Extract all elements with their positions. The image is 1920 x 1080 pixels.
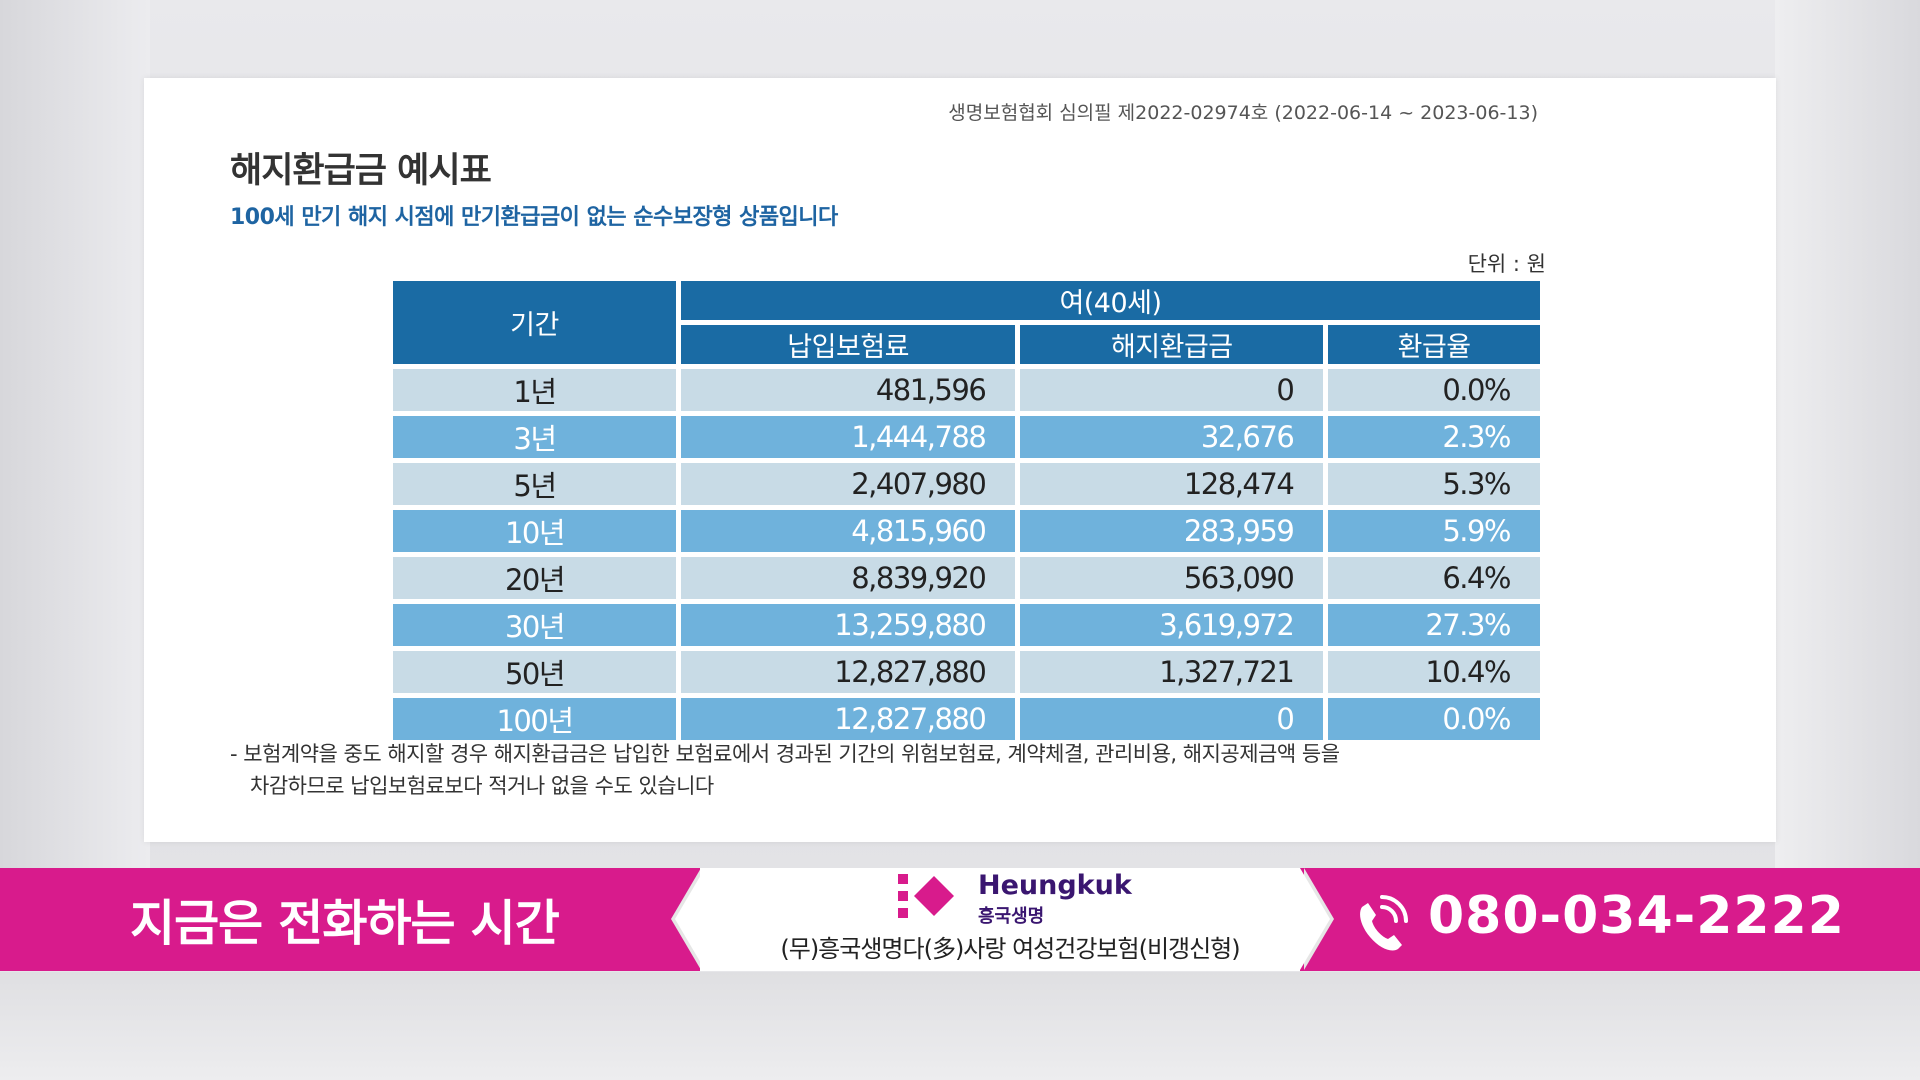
table-row: 1년 481,596 0 0.0% (393, 369, 1540, 411)
brand-name-ko: 흥국생명 (978, 906, 1045, 927)
note-line-2: 차감하므로 납입보험료보다 적거나 없을 수도 있습니다 (250, 774, 714, 798)
table-row: 20년 8,839,920 563,090 6.4% (393, 557, 1540, 599)
premium-cell: 12,827,880 (681, 651, 1016, 693)
refund-cell: 563,090 (1020, 557, 1324, 599)
refund-cell: 3,619,972 (1020, 604, 1324, 646)
refund-cell: 32,676 (1020, 416, 1324, 458)
period-cell: 1년 (393, 369, 676, 411)
brand-box (700, 868, 1300, 971)
refund-cell: 0 (1020, 369, 1324, 411)
banner-chevron-right (1300, 868, 1330, 970)
heungkuk-logo-icon (898, 874, 954, 918)
subtitle: 100세 만기 해지 시점에 만기환급금이 없는 순수보장형 상품입니다 (230, 205, 838, 230)
refund-cell: 1,327,721 (1020, 651, 1324, 693)
rate-header: 환급율 (1328, 325, 1540, 364)
table-row: 3년 1,444,788 32,676 2.3% (393, 416, 1540, 458)
premium-header: 납입보험료 (681, 325, 1016, 364)
premium-cell: 2,407,980 (681, 463, 1016, 505)
period-cell: 5년 (393, 463, 676, 505)
rate-cell: 6.4% (1328, 557, 1540, 599)
period-header: 기간 (393, 281, 676, 364)
period-cell: 50년 (393, 651, 676, 693)
background-bottom (0, 972, 1920, 1080)
unit-label: 단위 : 원 (1467, 252, 1546, 276)
rate-cell: 0.0% (1328, 698, 1540, 740)
premium-cell: 4,815,960 (681, 510, 1016, 552)
period-cell: 10년 (393, 510, 676, 552)
period-cell: 30년 (393, 604, 676, 646)
table-row: 50년 12,827,880 1,327,721 10.4% (393, 651, 1540, 693)
note-line-1: - 보험계약을 중도 해지할 경우 해지환급금은 납입한 보험료에서 경과된 기… (230, 742, 1340, 766)
background-right (1775, 0, 1920, 870)
phone-number[interactable]: 080-034-2222 (1428, 886, 1845, 946)
background-left (0, 0, 150, 870)
phone-icon (1360, 895, 1408, 951)
slogan: 지금은 전화하는 시간 (130, 895, 560, 952)
refund-header: 해지환급금 (1020, 325, 1324, 364)
approval-number: 생명보험협회 심의필 제2022-02974호 (2022-06-14 ~ 20… (948, 102, 1538, 124)
disclaimer-note: - 보험계약을 중도 해지할 경우 해지환급금은 납입한 보험료에서 경과된 기… (230, 738, 1340, 802)
premium-cell: 1,444,788 (681, 416, 1016, 458)
refund-card: 생명보험협회 심의필 제2022-02974호 (2022-06-14 ~ 20… (144, 78, 1776, 842)
rate-cell: 5.9% (1328, 510, 1540, 552)
group-header: 여(40세) (681, 281, 1540, 320)
premium-cell: 481,596 (681, 369, 1016, 411)
refund-cell: 0 (1020, 698, 1324, 740)
table-header-row: 기간 여(40세) (393, 281, 1540, 364)
table-row: 10년 4,815,960 283,959 5.9% (393, 510, 1540, 552)
refund-cell: 283,959 (1020, 510, 1324, 552)
refund-table: 기간 여(40세) 납입보험료 해지환급금 환급율 1년 481,596 0 0… (388, 276, 1545, 745)
premium-cell: 13,259,880 (681, 604, 1016, 646)
premium-cell: 12,827,880 (681, 698, 1016, 740)
rate-cell: 2.3% (1328, 416, 1540, 458)
period-cell: 20년 (393, 557, 676, 599)
table-subheader-row: 납입보험료 해지환급금 환급율 (393, 325, 1540, 364)
product-name: (무)흥국생명다(多)사랑 여성건강보험(비갱신형) (780, 935, 1240, 963)
rate-cell: 5.3% (1328, 463, 1540, 505)
table-row: 30년 13,259,880 3,619,972 27.3% (393, 604, 1540, 646)
period-cell: 100년 (393, 698, 676, 740)
table-row: 5년 2,407,980 128,474 5.3% (393, 463, 1540, 505)
refund-cell: 128,474 (1020, 463, 1324, 505)
premium-cell: 8,839,920 (681, 557, 1016, 599)
brand-name-en: Heungkuk (978, 870, 1132, 901)
rate-cell: 0.0% (1328, 369, 1540, 411)
table-row: 100년 12,827,880 0 0.0% (393, 698, 1540, 740)
page-title: 해지환급금 예시표 (230, 151, 492, 191)
rate-cell: 27.3% (1328, 604, 1540, 646)
rate-cell: 10.4% (1328, 651, 1540, 693)
period-cell: 3년 (393, 416, 676, 458)
